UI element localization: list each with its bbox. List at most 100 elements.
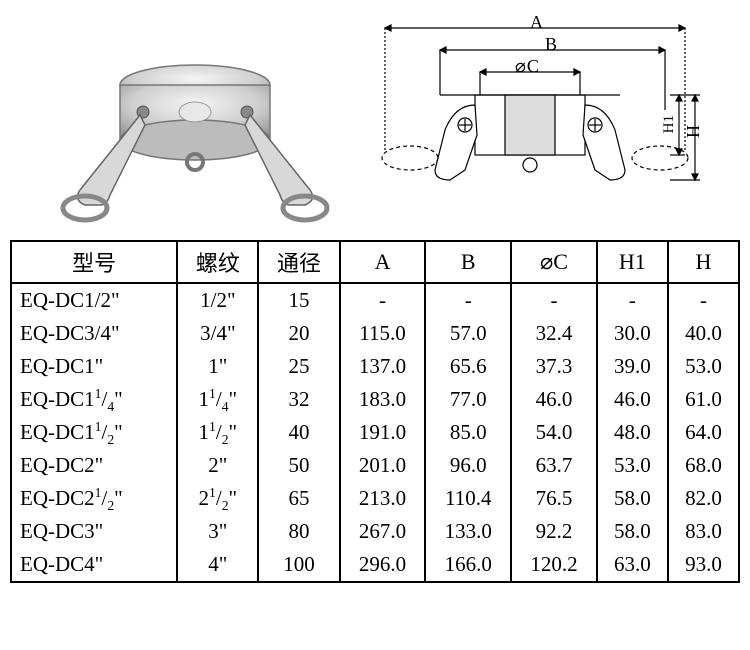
cell: 15 <box>258 283 339 317</box>
figure-area: A B C H1 H <box>10 10 740 230</box>
cell: 54.0 <box>511 416 597 449</box>
table-row: EQ-DC2"2"50201.096.063.753.068.0 <box>11 449 739 482</box>
cell: 3/4" <box>177 317 258 350</box>
cell: 11/2" <box>177 416 258 449</box>
col-h: H <box>668 241 739 283</box>
cell: 11/4" <box>177 383 258 416</box>
cell: 53.0 <box>668 350 739 383</box>
cell: 3" <box>177 515 258 548</box>
cell: 166.0 <box>425 548 511 582</box>
table-row: EQ-DC11/2"11/2"40191.085.054.048.064.0 <box>11 416 739 449</box>
cell: 4" <box>177 548 258 582</box>
cell: 20 <box>258 317 339 350</box>
table-row: EQ-DC4"4"100296.0166.0120.263.093.0 <box>11 548 739 582</box>
cell: 92.2 <box>511 515 597 548</box>
cell: 39.0 <box>597 350 668 383</box>
cell: EQ-DC2" <box>11 449 177 482</box>
table-row: EQ-DC11/4"11/4"32183.077.046.046.061.0 <box>11 383 739 416</box>
cell: 133.0 <box>425 515 511 548</box>
cell: 46.0 <box>597 383 668 416</box>
dim-label-a: A <box>530 12 543 33</box>
cell: - <box>511 283 597 317</box>
cell: 58.0 <box>597 482 668 515</box>
dim-label-h1: H1 <box>661 115 678 133</box>
table-header: 型号 螺纹 通径 A B ⌀C H1 H <box>11 241 739 283</box>
cell: 1" <box>177 350 258 383</box>
cell: 57.0 <box>425 317 511 350</box>
cell: EQ-DC3" <box>11 515 177 548</box>
cell: EQ-DC21/2" <box>11 482 177 515</box>
cell: EQ-DC4" <box>11 548 177 582</box>
cell: 40.0 <box>668 317 739 350</box>
cell: 40 <box>258 416 339 449</box>
cell: 30.0 <box>597 317 668 350</box>
cell: 110.4 <box>425 482 511 515</box>
table-row: EQ-DC3"3"80267.0133.092.258.083.0 <box>11 515 739 548</box>
table-body: EQ-DC1/2"1/2"15-----EQ-DC3/4"3/4"20115.0… <box>11 283 739 582</box>
cell: 267.0 <box>340 515 426 548</box>
product-photo <box>45 30 345 230</box>
table-row: EQ-DC1"1"25137.065.637.339.053.0 <box>11 350 739 383</box>
dim-label-b: B <box>545 34 557 55</box>
col-bore: 通径 <box>258 241 339 283</box>
cell: EQ-DC3/4" <box>11 317 177 350</box>
cell: 61.0 <box>668 383 739 416</box>
cell: 296.0 <box>340 548 426 582</box>
cell: 137.0 <box>340 350 426 383</box>
cell: 63.7 <box>511 449 597 482</box>
col-h1: H1 <box>597 241 668 283</box>
cell: 93.0 <box>668 548 739 582</box>
cell: 183.0 <box>340 383 426 416</box>
cell: EQ-DC11/2" <box>11 416 177 449</box>
cell: 48.0 <box>597 416 668 449</box>
cell: 65.6 <box>425 350 511 383</box>
cell: 2" <box>177 449 258 482</box>
cell: 201.0 <box>340 449 426 482</box>
cell: 115.0 <box>340 317 426 350</box>
cell: 58.0 <box>597 515 668 548</box>
cell: 68.0 <box>668 449 739 482</box>
cell: - <box>425 283 511 317</box>
cell: 32.4 <box>511 317 597 350</box>
cell: 191.0 <box>340 416 426 449</box>
col-a: A <box>340 241 426 283</box>
table-row: EQ-DC3/4"3/4"20115.057.032.430.040.0 <box>11 317 739 350</box>
cell: - <box>597 283 668 317</box>
cell: - <box>668 283 739 317</box>
cell: 21/2" <box>177 482 258 515</box>
cell: 50 <box>258 449 339 482</box>
cell: 25 <box>258 350 339 383</box>
cell: - <box>340 283 426 317</box>
specification-table: 型号 螺纹 通径 A B ⌀C H1 H EQ-DC1/2"1/2"15----… <box>10 240 740 583</box>
technical-diagram: A B C H1 H <box>365 10 705 230</box>
cell: 80 <box>258 515 339 548</box>
table-row: EQ-DC21/2"21/2"65213.0110.476.558.082.0 <box>11 482 739 515</box>
cell: 82.0 <box>668 482 739 515</box>
cell: 77.0 <box>425 383 511 416</box>
cell: 76.5 <box>511 482 597 515</box>
cell: 37.3 <box>511 350 597 383</box>
table-row: EQ-DC1/2"1/2"15----- <box>11 283 739 317</box>
col-c: ⌀C <box>511 241 597 283</box>
cell: 64.0 <box>668 416 739 449</box>
cell: 85.0 <box>425 416 511 449</box>
cell: 65 <box>258 482 339 515</box>
cell: EQ-DC11/4" <box>11 383 177 416</box>
cell: 46.0 <box>511 383 597 416</box>
cell: 63.0 <box>597 548 668 582</box>
cell: 100 <box>258 548 339 582</box>
cell: EQ-DC1/2" <box>11 283 177 317</box>
col-b: B <box>425 241 511 283</box>
cell: EQ-DC1" <box>11 350 177 383</box>
cell: 32 <box>258 383 339 416</box>
cell: 96.0 <box>425 449 511 482</box>
col-thread: 螺纹 <box>177 241 258 283</box>
cell: 83.0 <box>668 515 739 548</box>
cell: 1/2" <box>177 283 258 317</box>
cell: 53.0 <box>597 449 668 482</box>
col-model: 型号 <box>11 241 177 283</box>
dim-label-h: H <box>683 125 704 138</box>
cell: 120.2 <box>511 548 597 582</box>
cell: 213.0 <box>340 482 426 515</box>
dim-label-c: C <box>515 56 539 77</box>
